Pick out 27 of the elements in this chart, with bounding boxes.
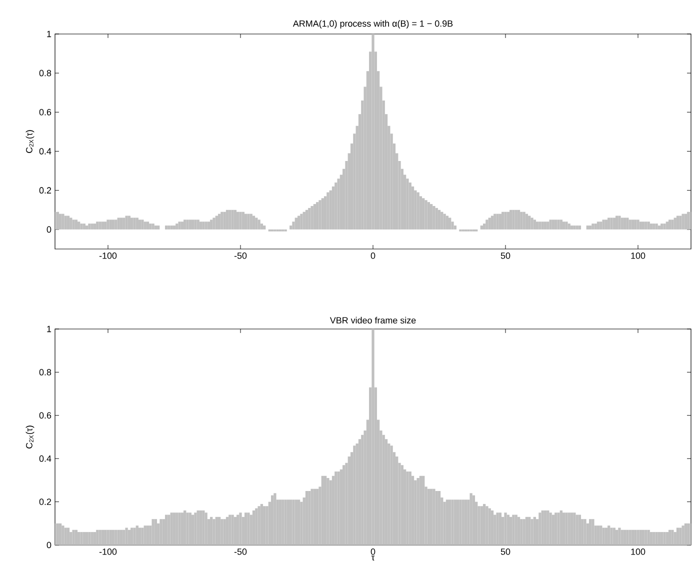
y-axis-title: C$_{2X}$(τ) bbox=[26, 130, 34, 153]
y-tick-label: 0.8 bbox=[39, 369, 52, 376]
y-tick-label: 0 bbox=[46, 226, 52, 233]
x-tick-label: 0 bbox=[370, 548, 376, 555]
x-tick-label: 50 bbox=[500, 252, 510, 259]
x-tick-label: -50 bbox=[234, 252, 247, 259]
x-tick-label: 0 bbox=[370, 252, 376, 259]
x-tick-label: -100 bbox=[99, 252, 117, 259]
y-tick-label: 0.2 bbox=[39, 498, 52, 505]
x-tick-label: 50 bbox=[500, 548, 510, 555]
x-tick-label: 100 bbox=[631, 252, 646, 259]
y-tick-label: 0.6 bbox=[39, 108, 52, 116]
y-tick-label: 0.4 bbox=[39, 148, 52, 154]
x-axis-title: τ bbox=[371, 556, 375, 561]
chart-title: ARMA(1,0) process with α(B) = 1 − 0.9B bbox=[292, 20, 453, 28]
y-tick-label: 1 bbox=[47, 30, 52, 38]
y-tick-label: 0.6 bbox=[39, 412, 52, 419]
x-tick-label: 100 bbox=[631, 548, 646, 555]
y-tick-label: 0.4 bbox=[39, 455, 52, 462]
y-tick-label: 1 bbox=[47, 326, 52, 332]
y-axis-title: C$_{2X}$(τ) bbox=[26, 426, 34, 448]
chart-title: VBR video frame size bbox=[330, 316, 416, 324]
x-tick-label: -50 bbox=[234, 548, 247, 555]
y-tick-label: 0 bbox=[46, 542, 52, 548]
x-tick-label: -100 bbox=[99, 548, 117, 555]
y-tick-label: 0.2 bbox=[39, 187, 52, 194]
y-tick-label: 0.8 bbox=[39, 70, 52, 76]
